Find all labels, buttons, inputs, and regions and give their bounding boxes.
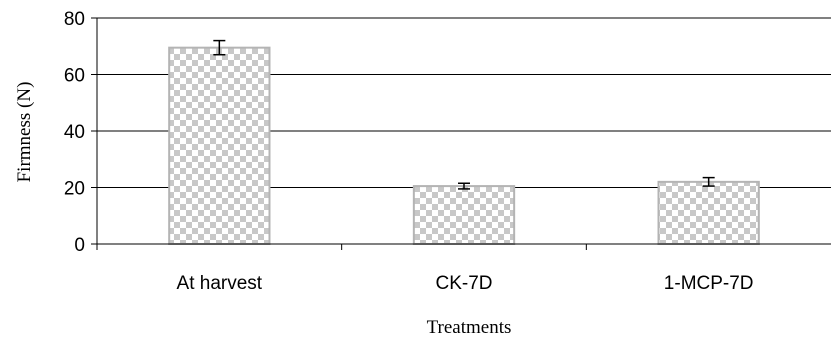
axes — [91, 17, 831, 250]
y-tick-label: 60 — [64, 66, 85, 87]
x-tick-labels: At harvest CK-7D 1-MCP-7D — [177, 273, 754, 294]
y-tick-label: 0 — [74, 235, 85, 256]
y-tick-label: 80 — [64, 9, 85, 30]
y-axis-title: Firmness (N) — [14, 82, 35, 183]
bar — [168, 46, 271, 245]
x-axis-title: Treatments — [427, 317, 512, 338]
bar — [412, 185, 516, 245]
x-tick-label: At harvest — [177, 273, 263, 294]
bar — [657, 180, 760, 246]
error-bars — [213, 39, 715, 190]
y-tick-labels: 0 20 40 60 80 — [64, 9, 85, 256]
x-tick-label: CK-7D — [435, 273, 492, 294]
y-tick-label: 40 — [64, 122, 85, 143]
bars — [168, 46, 760, 246]
y-tick-label: 20 — [64, 179, 85, 200]
x-tick-label: 1-MCP-7D — [664, 273, 754, 294]
